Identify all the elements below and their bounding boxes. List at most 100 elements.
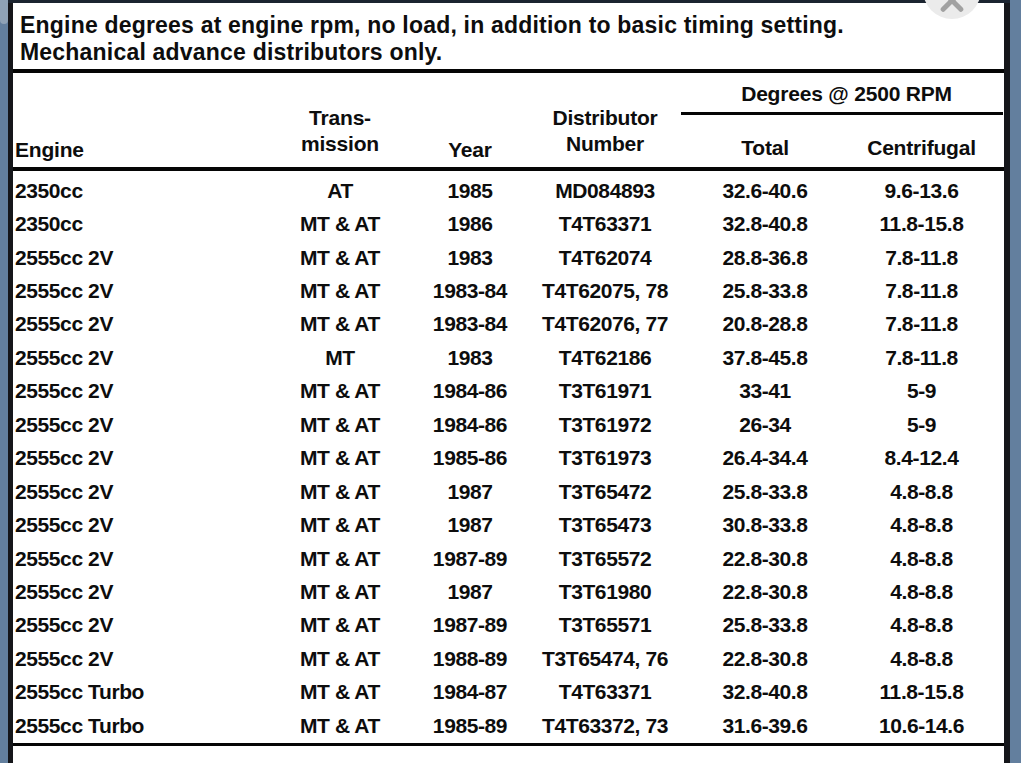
cell-engine: 2555cc 2V: [13, 547, 260, 571]
cell-year: 1984-86: [420, 413, 520, 437]
scan-frame-left: [0, 0, 8, 763]
cell-year: 1984-86: [420, 379, 520, 403]
column-header-transmission: Trans- mission: [260, 105, 420, 157]
scan-frame-right: [1010, 0, 1021, 763]
cell-total: 32.6-40.6: [690, 179, 840, 203]
cell-transmission: MT & AT: [260, 312, 420, 336]
cell-total: 26.4-34.4: [690, 446, 840, 470]
cell-transmission: MT & AT: [260, 413, 420, 437]
cell-distributor-number: T3T61971: [520, 379, 690, 403]
cell-engine: 2350cc: [13, 212, 260, 236]
cell-transmission: AT: [260, 179, 420, 203]
cell-total: 31.6-39.6: [690, 714, 840, 738]
cell-distributor-number: T3T65472: [520, 480, 690, 504]
cell-transmission: MT: [260, 346, 420, 370]
cell-distributor-number: MD084893: [520, 179, 690, 203]
cell-distributor-number: T4T63371: [520, 212, 690, 236]
cell-distributor-number: T3T65571: [520, 613, 690, 637]
cell-transmission: MT & AT: [260, 279, 420, 303]
cell-distributor-number: T3T65474, 76: [520, 647, 690, 671]
cell-total: 25.8-33.8: [690, 279, 840, 303]
cell-distributor-number: T3T61973: [520, 446, 690, 470]
distributor-header-line2: Number: [520, 131, 690, 157]
cell-centrifugal: 7.8-11.8: [840, 346, 1003, 370]
cell-total: 20.8-28.8: [690, 312, 840, 336]
title-line-2: Mechanical advance distributors only.: [20, 39, 1000, 66]
cell-year: 1987-89: [420, 613, 520, 637]
cell-engine: 2555cc 2V: [13, 346, 260, 370]
cell-year: 1987: [420, 513, 520, 537]
page-border-right: [1004, 0, 1010, 763]
cell-centrifugal: 4.8-8.8: [840, 513, 1003, 537]
cell-total: 26-34: [690, 413, 840, 437]
table-row: 2350ccAT1985MD08489332.6-40.69.6-13.6: [13, 174, 1003, 207]
cell-centrifugal: 4.8-8.8: [840, 547, 1003, 571]
cell-centrifugal: 7.8-11.8: [840, 246, 1003, 270]
cell-transmission: MT & AT: [260, 680, 420, 704]
cell-transmission: MT & AT: [260, 446, 420, 470]
cell-centrifugal: 4.8-8.8: [840, 480, 1003, 504]
cell-distributor-number: T4T63371: [520, 680, 690, 704]
cell-transmission: MT & AT: [260, 480, 420, 504]
cell-distributor-number: T4T62074: [520, 246, 690, 270]
title-line-1: Engine degrees at engine rpm, no load, i…: [20, 12, 1000, 39]
cell-total: 22.8-30.8: [690, 547, 840, 571]
table-row: 2350ccMT & AT1986T4T6337132.8-40.811.8-1…: [13, 207, 1003, 240]
column-header-engine: Engine: [15, 137, 84, 163]
cell-transmission: MT & AT: [260, 212, 420, 236]
cell-transmission: MT & AT: [260, 714, 420, 738]
cell-year: 1985-89: [420, 714, 520, 738]
cell-transmission: MT & AT: [260, 647, 420, 671]
cell-centrifugal: 4.8-8.8: [840, 613, 1003, 637]
cell-transmission: MT & AT: [260, 580, 420, 604]
table-row: 2555cc TurboMT & AT1985-89T4T63372, 7331…: [13, 709, 1003, 742]
table-row: 2555cc 2VMT & AT1984-86T3T6197226-345-9: [13, 408, 1003, 441]
cell-engine: 2555cc 2V: [13, 246, 260, 270]
cell-year: 1983: [420, 246, 520, 270]
cell-engine: 2555cc 2V: [13, 312, 260, 336]
cell-total: 33-41: [690, 379, 840, 403]
cell-transmission: MT & AT: [260, 547, 420, 571]
page-border-left: [8, 0, 13, 763]
table-row: 2555cc 2VMT & AT1987T3T6547225.8-33.84.8…: [13, 475, 1003, 508]
cell-centrifugal: 5-9: [840, 413, 1003, 437]
cell-year: 1985: [420, 179, 520, 203]
cell-centrifugal: 8.4-12.4: [840, 446, 1003, 470]
cell-engine: 2555cc 2V: [13, 379, 260, 403]
cell-engine: 2555cc 2V: [13, 513, 260, 537]
cell-centrifugal: 9.6-13.6: [840, 179, 1003, 203]
cell-engine: 2555cc 2V: [13, 613, 260, 637]
table-row: 2555cc 2VMT & AT1987-89T3T6557222.8-30.8…: [13, 542, 1003, 575]
cell-transmission: MT & AT: [260, 613, 420, 637]
page-border-top: [8, 0, 1010, 3]
cell-total: 28.8-36.8: [690, 246, 840, 270]
cell-centrifugal: 7.8-11.8: [840, 312, 1003, 336]
cell-engine: 2555cc 2V: [13, 279, 260, 303]
cell-total: 22.8-30.8: [690, 580, 840, 604]
cell-total: 25.8-33.8: [690, 613, 840, 637]
cell-year: 1987: [420, 480, 520, 504]
cell-year: 1988-89: [420, 647, 520, 671]
column-header-total: Total: [690, 135, 840, 161]
cell-total: 25.8-33.8: [690, 480, 840, 504]
cell-distributor-number: T4T62186: [520, 346, 690, 370]
degrees-group-rule: [681, 112, 1003, 115]
cell-year: 1987-89: [420, 547, 520, 571]
cell-year: 1985-86: [420, 446, 520, 470]
cell-centrifugal: 11.8-15.8: [840, 212, 1003, 236]
cell-distributor-number: T3T61980: [520, 580, 690, 604]
cell-engine: 2555cc 2V: [13, 647, 260, 671]
cell-engine: 2555cc 2V: [13, 446, 260, 470]
cell-engine: 2350cc: [13, 179, 260, 203]
distributor-header-line1: Distributor: [520, 105, 690, 131]
table-row: 2555cc 2VMT & AT1985-86T3T6197326.4-34.4…: [13, 442, 1003, 475]
table-row: 2555cc 2VMT & AT1988-89T3T65474, 7622.8-…: [13, 642, 1003, 675]
table-row: 2555cc 2VMT & AT1987T3T6547330.8-33.84.8…: [13, 508, 1003, 541]
cell-transmission: MT & AT: [260, 246, 420, 270]
table-row: 2555cc 2VMT & AT1987T3T6198022.8-30.84.8…: [13, 575, 1003, 608]
cell-distributor-number: T4T63372, 73: [520, 714, 690, 738]
column-header-year: Year: [420, 137, 520, 163]
cell-centrifugal: 11.8-15.8: [840, 680, 1003, 704]
cell-centrifugal: 10.6-14.6: [840, 714, 1003, 738]
cell-engine: 2555cc 2V: [13, 580, 260, 604]
